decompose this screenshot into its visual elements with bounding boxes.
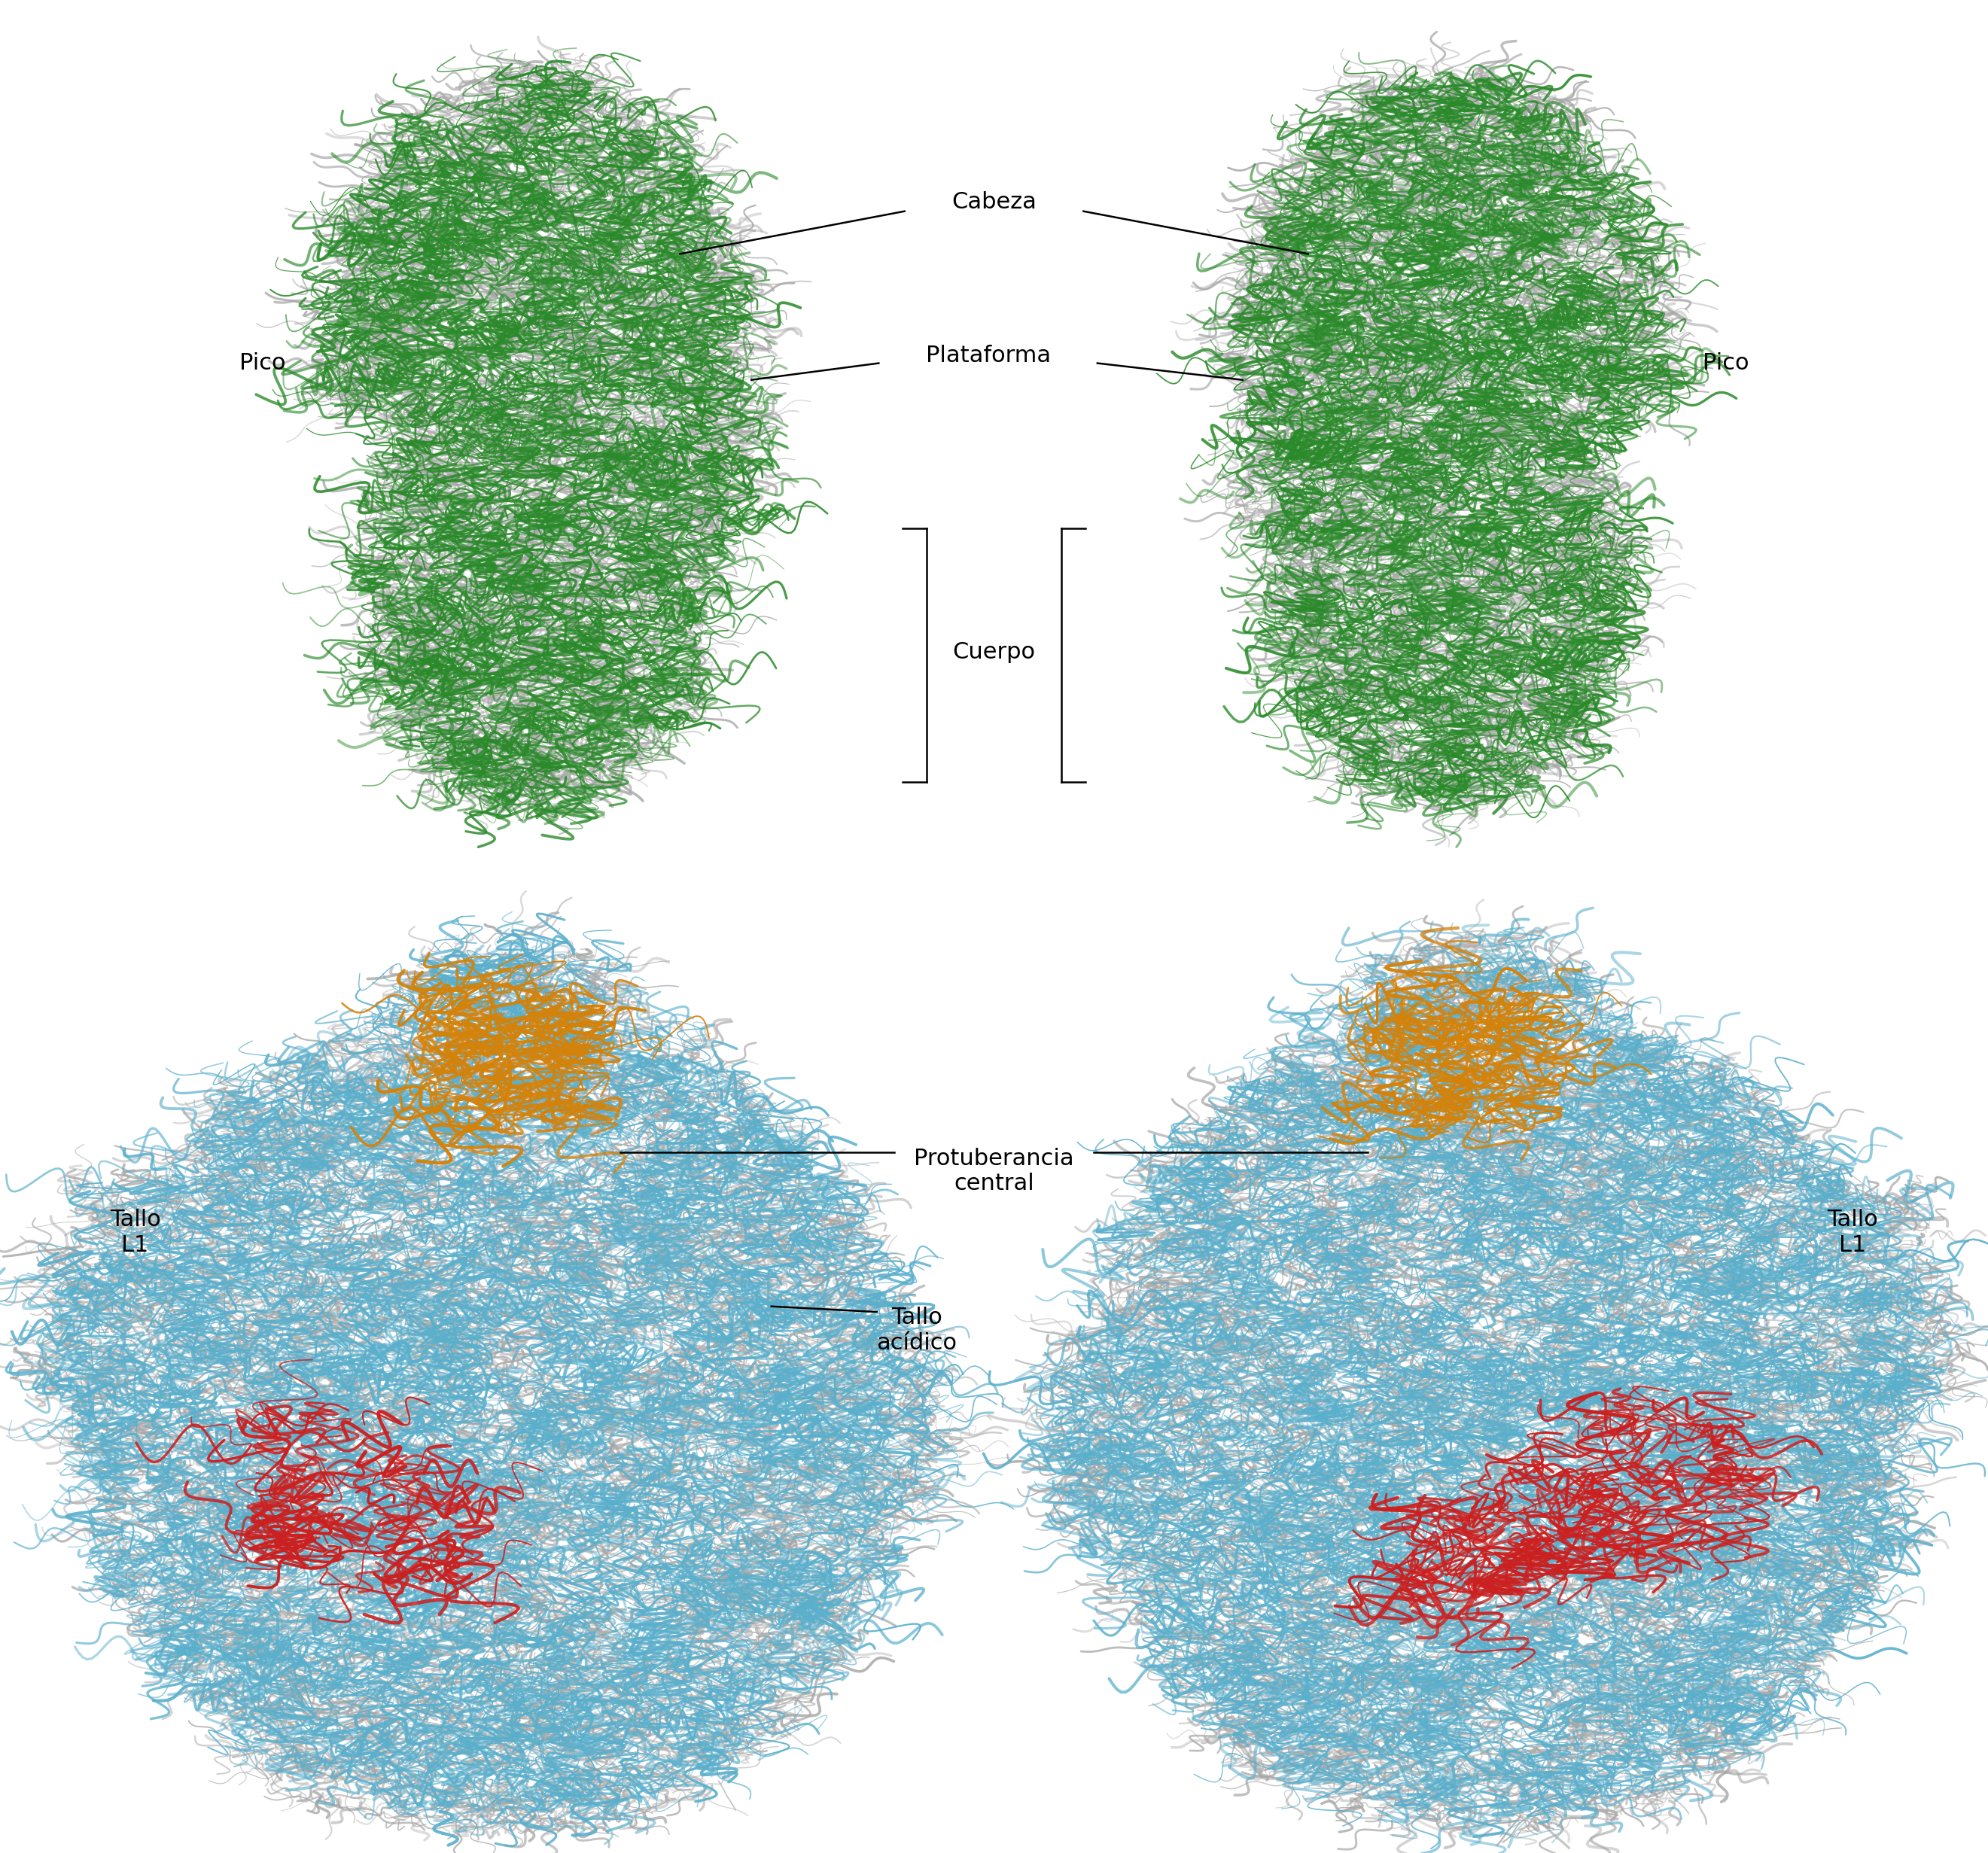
Text: Cuerpo: Cuerpo bbox=[952, 641, 1036, 663]
Text: Plataforma: Plataforma bbox=[926, 345, 1050, 367]
Text: Tallo
L1: Tallo L1 bbox=[1827, 1208, 1879, 1256]
Text: Cabeza: Cabeza bbox=[952, 191, 1036, 213]
Text: Pico: Pico bbox=[1702, 352, 1749, 374]
Text: Tallo
acídico: Tallo acídico bbox=[877, 1306, 956, 1355]
Text: Protuberancia
central: Protuberancia central bbox=[914, 1147, 1074, 1195]
Text: Pico: Pico bbox=[239, 352, 286, 374]
Text: Tallo
L1: Tallo L1 bbox=[109, 1208, 161, 1256]
